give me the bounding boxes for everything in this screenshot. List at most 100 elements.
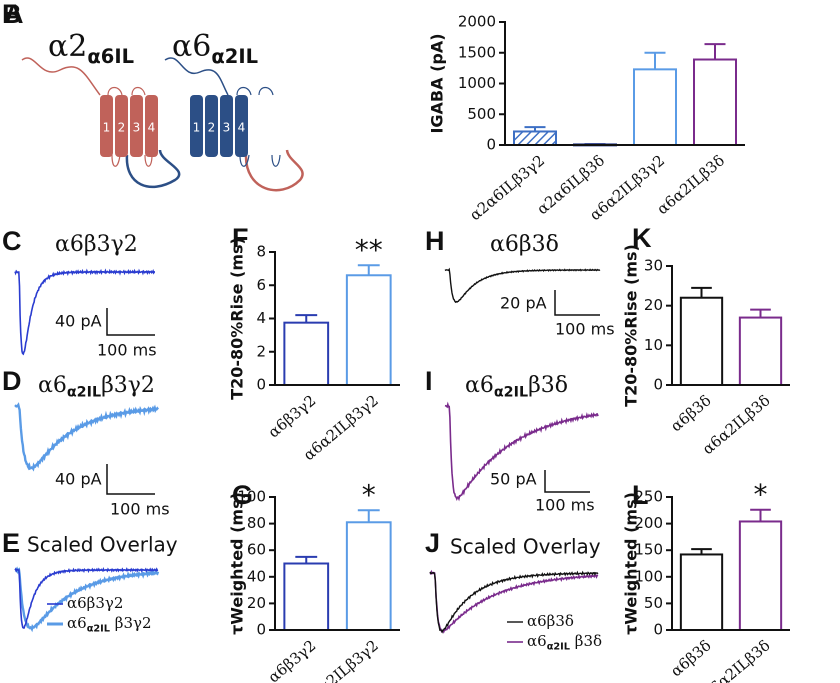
current-trace: [14, 566, 160, 633]
helix: [205, 95, 218, 157]
helix-label: 3: [223, 121, 231, 135]
y-tick-label: 500: [467, 105, 496, 123]
x-tick-label: α6β3δ: [667, 636, 715, 680]
y-tick-label: 80: [247, 514, 266, 532]
diagram-title: α2α6IL: [48, 29, 134, 68]
y-tick-label: 150: [634, 541, 663, 559]
scale-label: 100 ms: [535, 496, 595, 515]
y-tick-label: 20: [247, 594, 266, 612]
helix: [100, 95, 113, 157]
scale-label: 40 pA: [55, 312, 102, 331]
bar: [679, 296, 724, 387]
scale-label: 100 ms: [555, 320, 615, 339]
y-tick-label: 1500: [458, 43, 496, 61]
scale-label: 20 pA: [500, 294, 547, 313]
legend-label-part: α6: [527, 632, 547, 650]
diagram-title: α6α2IL: [172, 29, 258, 68]
scale-bar: [544, 470, 590, 493]
current-trace: [14, 567, 159, 629]
current-trace: [444, 267, 601, 304]
trace-title: Scaled Overlay: [27, 533, 178, 557]
trace-title-part: α2IL: [494, 385, 528, 401]
current-trace: [14, 268, 156, 356]
x-tick-label: α6β3γ2: [265, 636, 320, 683]
bar: [283, 562, 330, 631]
bar: [513, 130, 557, 147]
helix-label: 3: [133, 121, 141, 135]
diagram-title-part: α2IL: [211, 45, 258, 68]
panel-letter: E: [2, 528, 20, 558]
helix: [220, 95, 233, 157]
y-tick-label: 0: [256, 376, 266, 394]
helix-label: 1: [193, 121, 201, 135]
trace-title-part: β3δ: [528, 373, 568, 398]
panel-letter: J: [425, 528, 440, 558]
panel-letter: L: [632, 480, 649, 510]
y-tick-label: 0: [486, 136, 496, 154]
y-tick-label: 50: [644, 594, 663, 612]
y-tick-label: 20: [644, 296, 663, 314]
scale-label: 100 ms: [110, 500, 170, 519]
diagram-title-part: α6: [172, 29, 211, 64]
legend-label-part: α2IL: [87, 624, 110, 635]
scale-bar: [106, 464, 155, 495]
y-tick-label: 60: [247, 541, 266, 559]
legend-label: α6α2IL β3δ: [527, 632, 602, 653]
significance: **: [355, 233, 383, 266]
legend-label: α6β3δ: [527, 612, 574, 630]
y-tick-label: 100: [634, 567, 663, 585]
trace-title: α6β3δ: [490, 232, 559, 257]
y-axis-title: τWeighted (ms): [228, 492, 247, 635]
trace-title-part: α2IL: [67, 385, 101, 401]
helix-label: 4: [148, 121, 156, 135]
y-tick-label: 6: [256, 276, 266, 294]
panel-letter: H: [425, 226, 445, 256]
bar: [679, 553, 724, 631]
y-tick-label: 0: [256, 621, 266, 639]
trace-title: α6β3γ2: [55, 232, 138, 257]
trace-title-part: α6: [38, 373, 67, 398]
significance: *: [362, 478, 376, 511]
y-axis-title: T20-80%Rise (ms): [622, 244, 641, 407]
legend-label-part: α2IL: [547, 642, 570, 653]
y-tick-label: 1000: [458, 74, 496, 92]
trace-title-part: α6β3δ: [490, 232, 559, 257]
panel-letter: F: [232, 223, 249, 253]
y-tick-label: 0: [653, 621, 663, 639]
y-axis-title: IGABA (pA): [428, 33, 447, 133]
trace-title-part: α6β3γ2: [55, 232, 138, 257]
y-tick-label: 200: [634, 514, 663, 532]
current-trace: [14, 402, 159, 472]
legend-label-part: β3γ2: [110, 614, 152, 632]
current-trace: [429, 569, 599, 634]
helix-label: 2: [208, 121, 216, 135]
trace-title-part: α6: [465, 373, 494, 398]
bar: [738, 316, 783, 387]
y-tick-label: 8: [256, 243, 266, 261]
helix: [190, 95, 203, 157]
y-tick-label: 40: [247, 567, 266, 585]
diagram-right: [164, 57, 304, 192]
y-tick-label: 0: [653, 376, 663, 394]
bar: [345, 521, 392, 632]
legend-label-part: α6β3δ: [527, 612, 574, 630]
scale-label: 100 ms: [97, 341, 157, 360]
legend-label-part: α6: [67, 614, 87, 632]
y-tick-label: 2000: [458, 13, 496, 31]
x-tick-label: α6α2ILβ3δ: [699, 636, 774, 683]
bar: [283, 321, 330, 386]
helix-label: 2: [118, 121, 126, 135]
y-tick-label: 4: [256, 309, 266, 327]
scale-label: 50 pA: [490, 470, 537, 489]
y-axis-title: T20-80%Rise (ms): [228, 237, 247, 400]
trace-title-part: β3γ2: [101, 373, 155, 398]
helix: [115, 95, 128, 157]
helix-label: 4: [238, 121, 246, 135]
helix: [145, 95, 158, 157]
scale-label: 40 pA: [55, 470, 102, 489]
y-tick-label: 100: [237, 488, 266, 506]
bar: [693, 58, 737, 146]
x-tick-label: α6β3γ2: [265, 391, 320, 441]
scale-bar: [106, 308, 155, 336]
